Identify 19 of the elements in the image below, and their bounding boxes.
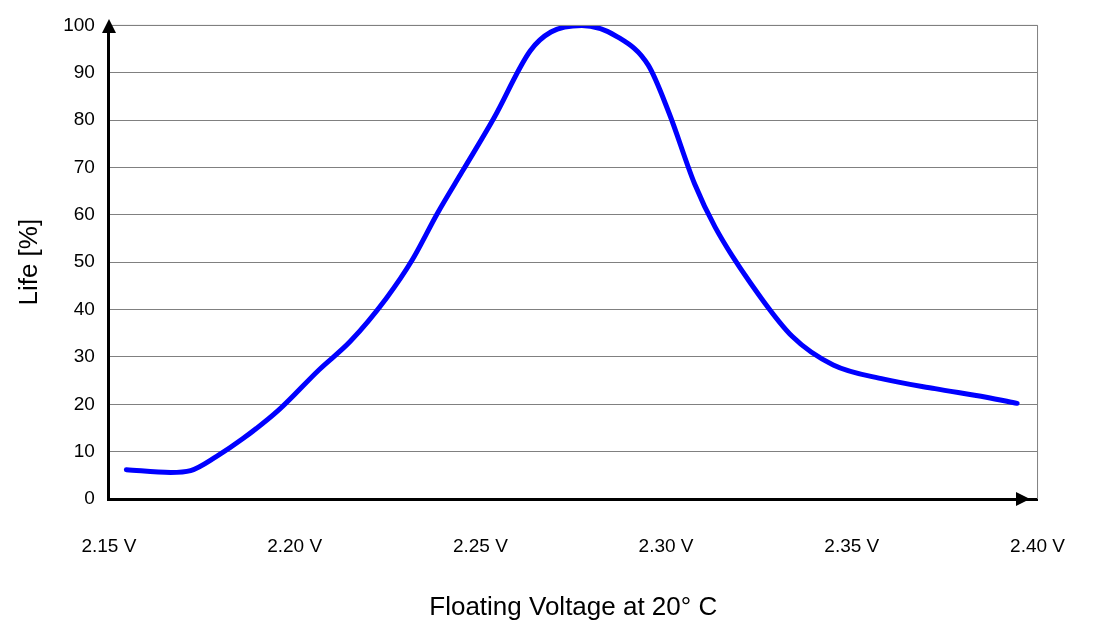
x-tick-label: 2.20 V bbox=[267, 534, 323, 556]
y-axis-title: Life [%] bbox=[12, 218, 43, 306]
x-tick-label: 2.30 V bbox=[638, 534, 694, 556]
y-tick-label: 10 bbox=[73, 439, 95, 461]
x-tick-label: 2.40 V bbox=[1010, 534, 1066, 556]
x-tick-label: 2.35 V bbox=[824, 534, 880, 556]
y-tick-label: 70 bbox=[73, 155, 95, 177]
y-tick-label: 20 bbox=[73, 392, 95, 414]
y-tick-label: 100 bbox=[63, 13, 95, 35]
x-axis-title: Floating Voltage at 20° C bbox=[429, 590, 718, 621]
x-tick-label: 2.15 V bbox=[81, 534, 137, 556]
y-tick-label: 80 bbox=[73, 108, 95, 130]
y-tick-label: 40 bbox=[73, 297, 95, 319]
y-tick-label: 30 bbox=[73, 345, 95, 367]
x-tick-label: 2.25 V bbox=[452, 534, 509, 556]
y-tick-label: 0 bbox=[84, 487, 95, 509]
y-tick-label: 50 bbox=[73, 250, 95, 272]
y-tick-label: 90 bbox=[73, 60, 95, 82]
y-tick-label: 60 bbox=[73, 203, 95, 225]
